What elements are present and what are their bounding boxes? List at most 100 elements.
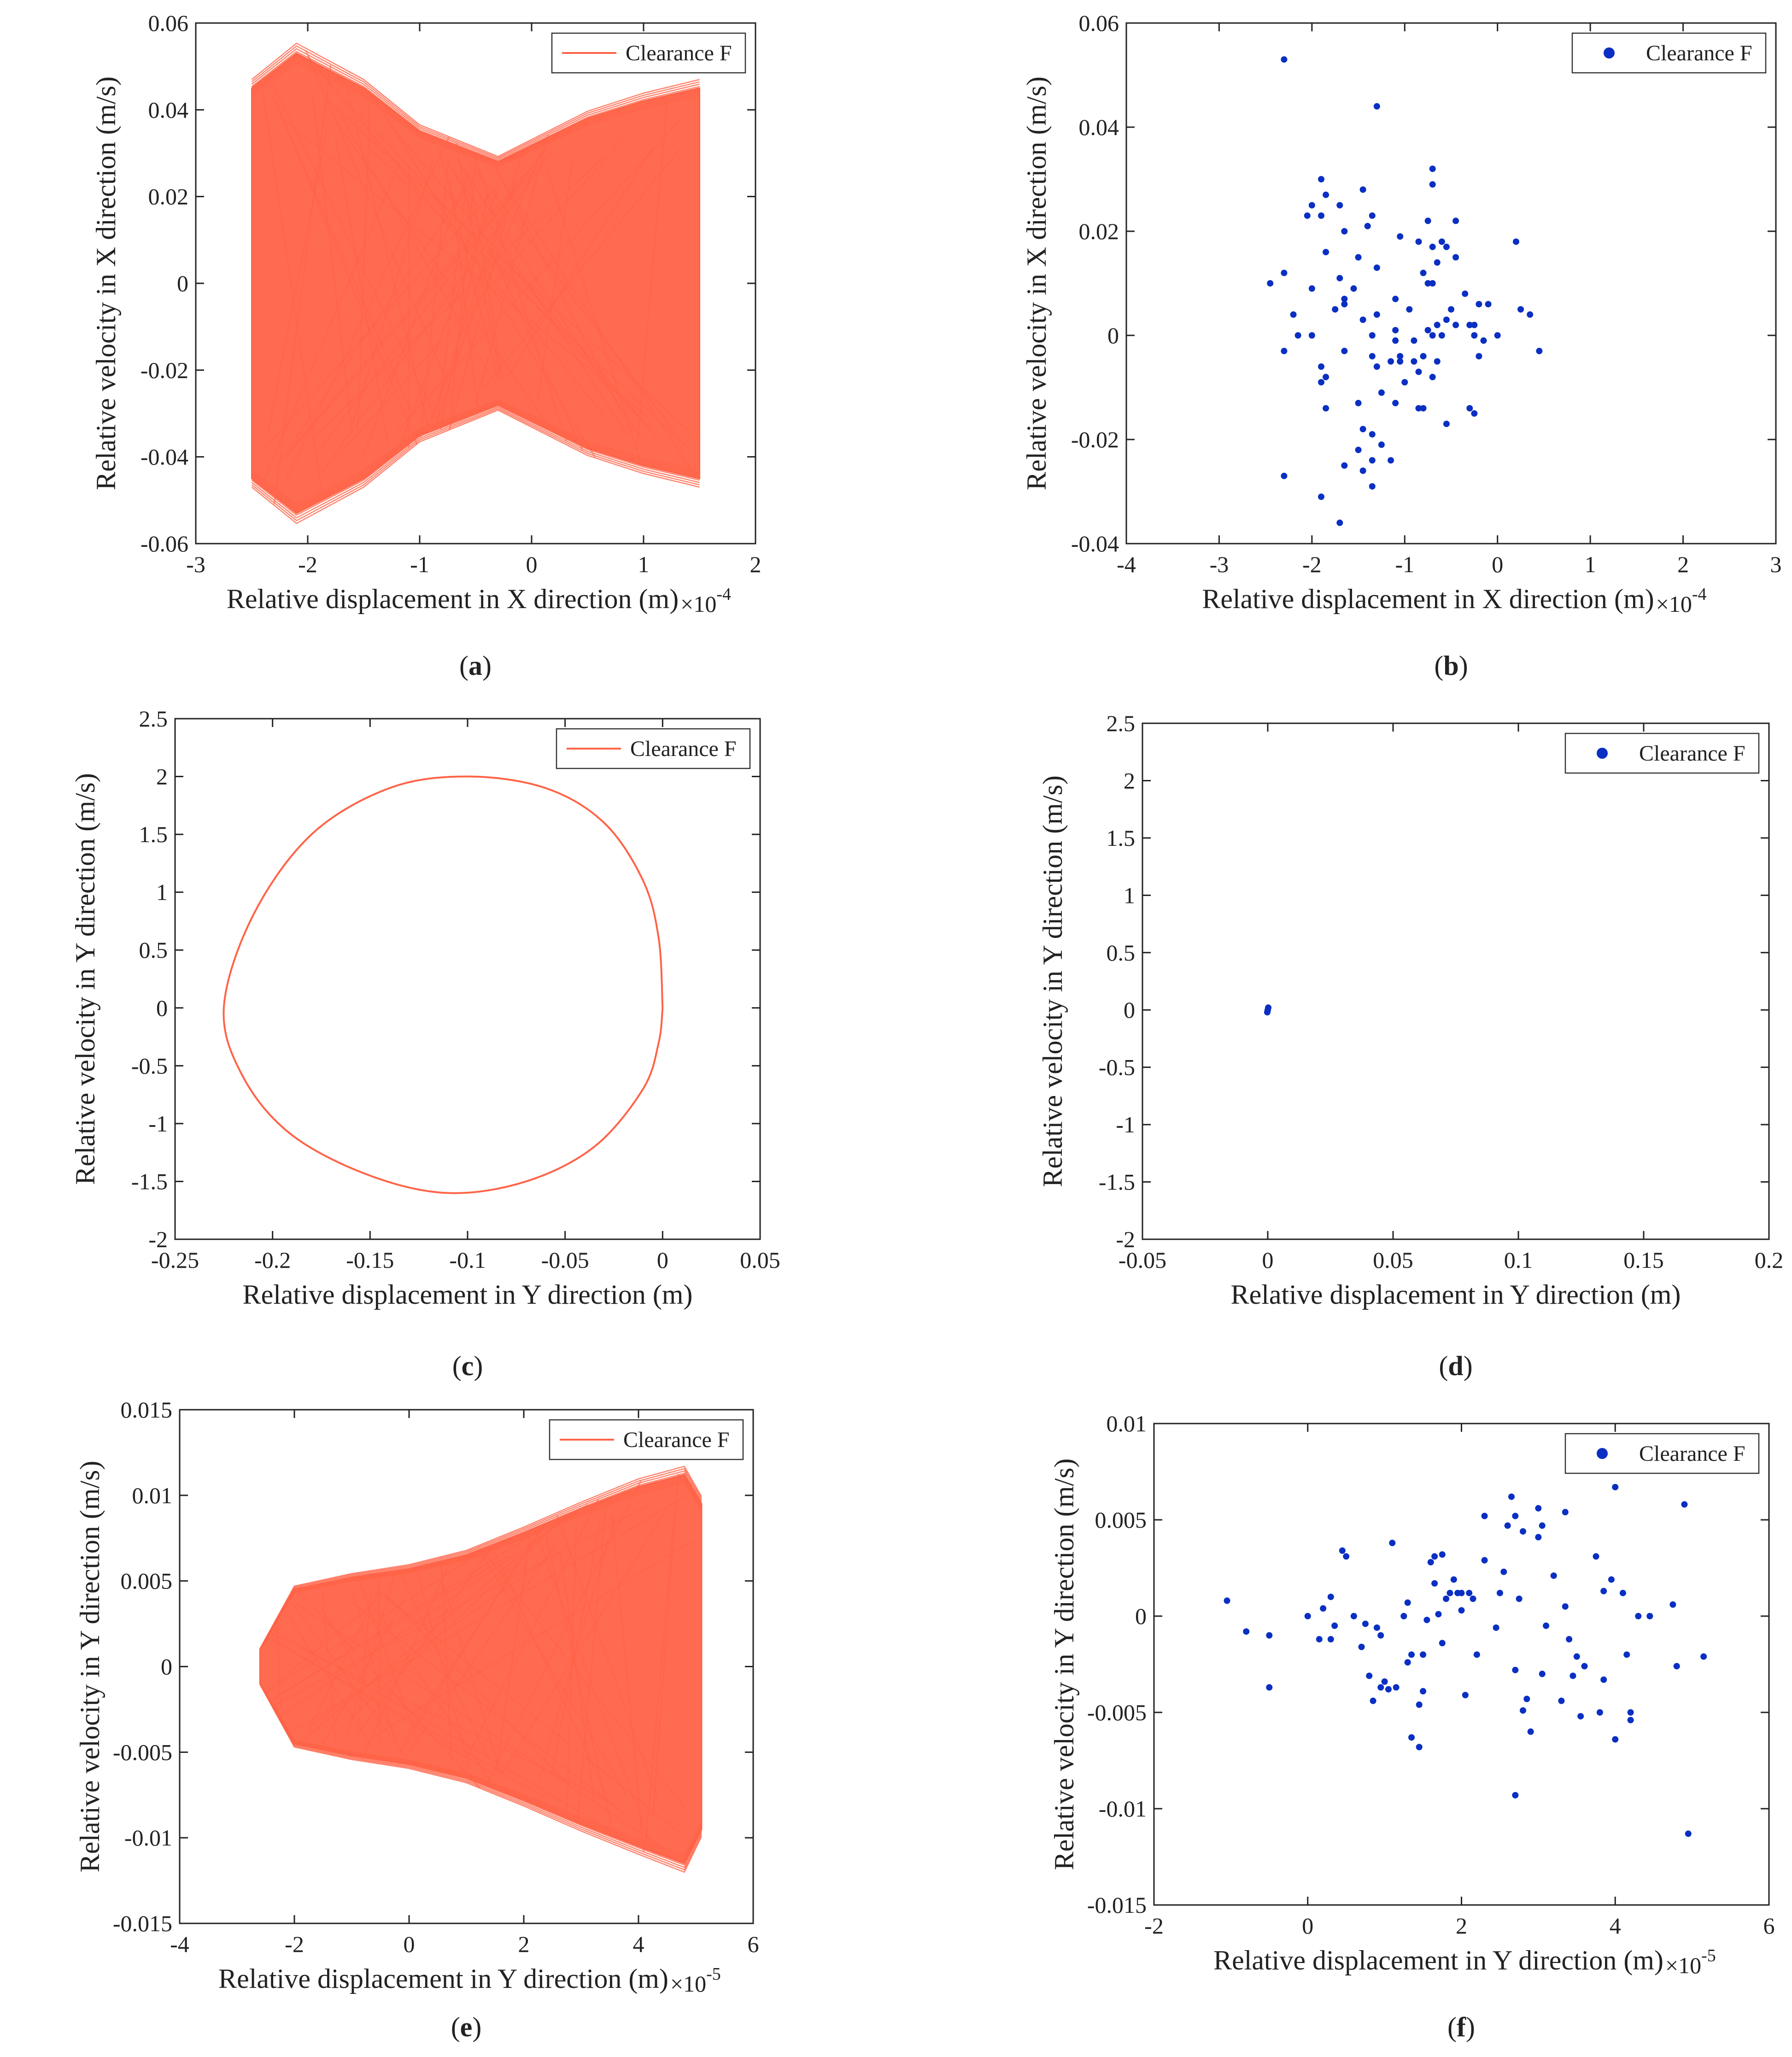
data-point-b-22 [1323, 249, 1329, 256]
panel-caption-e: (e) [451, 2012, 482, 2042]
data-point-b-59 [1369, 332, 1376, 339]
data-point-f-76 [1573, 1653, 1580, 1660]
trajectory-segment-a-11 [358, 111, 648, 428]
x-tick-label-d-3: 0.1 [1504, 1247, 1533, 1273]
x-tick-label-c-3: -0.1 [449, 1247, 486, 1273]
data-point-f-86 [1619, 1589, 1626, 1596]
data-point-f-10 [1339, 1547, 1346, 1554]
data-point-f-75 [1569, 1672, 1576, 1679]
data-point-f-50 [1481, 1557, 1488, 1564]
envelope-upper-a-7 [251, 42, 700, 158]
y-tick-label-a-2: -0.02 [141, 357, 188, 383]
plot-area-b [1267, 56, 1543, 526]
data-point-b-76 [1536, 347, 1543, 354]
data-point-f-48 [1470, 1595, 1476, 1602]
envelope-upper-a-0 [251, 62, 700, 168]
axes-box-c [174, 718, 761, 1240]
series-line-c [223, 775, 664, 1194]
trajectory-segment-e-12 [291, 1601, 410, 1762]
x-tick-label-e-0: -4 [170, 1931, 189, 1957]
data-point-b-58 [1308, 332, 1315, 339]
y-tick-label-e-3: 0 [161, 1654, 172, 1680]
data-point-b-55 [1438, 332, 1445, 339]
data-point-b-91 [1323, 405, 1329, 412]
data-point-f-70 [1550, 1572, 1557, 1579]
data-point-f-11 [1343, 1553, 1350, 1560]
x-tick-label-b-0: -4 [1117, 551, 1136, 577]
data-point-f-46 [1462, 1692, 1469, 1699]
data-point-f-54 [1500, 1568, 1507, 1575]
data-point-f-5 [1316, 1636, 1323, 1643]
y-tick-label-c-7: 1.5 [139, 821, 168, 847]
trajectory-segment-a-28 [268, 127, 328, 431]
envelope-lower-a-1 [251, 406, 700, 519]
data-point-f-51 [1481, 1512, 1488, 1519]
data-point-b-5 [1323, 191, 1329, 198]
data-point-f-66 [1535, 1534, 1542, 1541]
data-point-b-44 [1517, 306, 1524, 313]
data-point-b-20 [1443, 243, 1450, 250]
envelope-upper-a-4 [251, 51, 700, 162]
trajectory-segment-a-31 [280, 113, 412, 411]
trajectory-segment-e-58 [495, 1536, 531, 1772]
y-tick-label-f-4: 0.005 [1095, 1507, 1147, 1533]
data-point-b-56 [1392, 327, 1399, 334]
trajectory-segment-a-48 [274, 99, 418, 445]
data-point-f-1 [1243, 1628, 1250, 1635]
trajectory-segment-e-40 [372, 1540, 693, 1738]
y-tick-label-b-0: -0.04 [1071, 531, 1119, 557]
data-point-b-52 [1434, 322, 1441, 328]
x-exponent-e: ×10-5 [670, 1964, 721, 1997]
y-axis-label-f: Relative velocity in Y direction (m/s) [1049, 1459, 1079, 1870]
panel-caption-b: (b) [1434, 651, 1468, 681]
data-point-f-95 [1685, 1830, 1692, 1837]
envelope-upper-e-3 [259, 1475, 703, 1650]
trajectory-segment-a-57 [263, 162, 401, 481]
trajectory-segment-e-38 [356, 1588, 372, 1741]
legend-label-d: Clearance F [1639, 741, 1745, 766]
data-point-b-26 [1355, 254, 1362, 261]
chart-panel-a: -3 -2 -1 0 1 2 -0.06 -0.04 -0.02 0 0.02 0.04 0.06 Rel… [91, 10, 761, 681]
data-point-f-8 [1327, 1636, 1334, 1643]
data-point-b-51 [1452, 322, 1459, 328]
panel-caption-a: (a) [459, 651, 492, 681]
plot-area-a [251, 42, 700, 524]
trajectory-segment-a-13 [312, 93, 353, 431]
y-tick-label-c-2: -1 [148, 1111, 168, 1137]
envelope-lower-a-6 [251, 408, 700, 522]
x-tick-label-b-5: 1 [1585, 551, 1596, 577]
series-band-e [259, 1474, 703, 1864]
data-point-b-50 [1466, 322, 1473, 328]
data-point-b-93 [1359, 426, 1366, 433]
trajectory-segment-a-35 [453, 170, 584, 451]
trajectory-segment-e-25 [378, 1591, 679, 1832]
x-tick-label-f-1: 0 [1302, 1913, 1313, 1939]
y-tick-label-d-8: 2 [1124, 768, 1135, 793]
x-exponent-f: ×10-5 [1665, 1946, 1716, 1978]
data-point-b-89 [1466, 405, 1473, 412]
y-tick-label-e-0: -0.015 [113, 1910, 172, 1936]
trajectory-segment-e-21 [398, 1569, 488, 1758]
y-tick-label-f-3: 0 [1135, 1603, 1147, 1629]
trajectory-segment-a-51 [481, 147, 682, 391]
data-point-b-43 [1485, 301, 1492, 308]
data-point-b-34 [1429, 280, 1436, 287]
data-point-b-94 [1369, 431, 1376, 438]
trajectory-segment-e-56 [300, 1513, 569, 1743]
data-point-b-95 [1378, 441, 1385, 448]
data-point-f-91 [1646, 1613, 1653, 1619]
data-point-f-88 [1627, 1709, 1634, 1716]
envelope-upper-e-7 [259, 1465, 703, 1649]
trajectory-segment-e-37 [269, 1632, 614, 1805]
data-point-d-2 [1264, 1009, 1271, 1016]
trajectory-segment-e-6 [383, 1592, 571, 1787]
x-tick-label-c-2: -0.15 [346, 1247, 394, 1273]
x-tick-label-c-6: 0.05 [740, 1247, 780, 1273]
trajectory-segment-e-35 [308, 1589, 380, 1729]
data-point-f-33 [1423, 1617, 1430, 1623]
plot-area-f [1224, 1483, 1707, 1837]
legend-label-c: Clearance F [630, 737, 737, 761]
data-point-f-0 [1224, 1597, 1230, 1604]
data-point-b-86 [1415, 405, 1422, 412]
data-point-f-29 [1416, 1701, 1423, 1708]
